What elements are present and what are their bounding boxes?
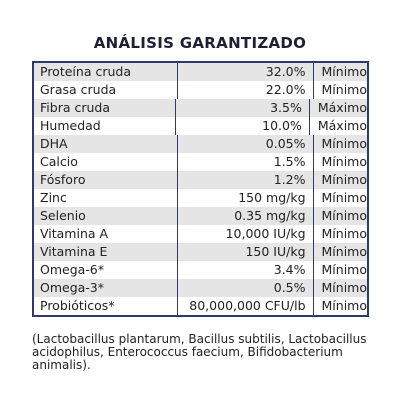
table-row: Probióticos* 80,000,000 CFU/lb Mínimo bbox=[34, 297, 367, 315]
nutrient-name: Omega-6* bbox=[40, 262, 105, 277]
nutrient-name: Fibra cruda bbox=[40, 100, 110, 115]
nutrient-value: 3.5% bbox=[175, 99, 310, 117]
footnote: (Lactobacillus plantarum, Bacillus subti… bbox=[32, 332, 367, 372]
table-row: Zinc 150 mg/kg Mínimo bbox=[34, 189, 367, 207]
nutrient-type: Mínimo bbox=[321, 244, 367, 259]
nutrient-value: 10.0% bbox=[175, 117, 310, 135]
nutrient-value: 0.05% bbox=[177, 135, 314, 153]
table-row: Selenio 0.35 mg/kg Mínimo bbox=[34, 207, 367, 225]
nutrient-value: 22.0% bbox=[177, 81, 314, 99]
nutrient-type: Mínimo bbox=[321, 208, 367, 223]
nutrient-type: Mínimo bbox=[321, 82, 367, 97]
table-row: Humedad 10.0% Máximo bbox=[34, 117, 367, 135]
table-row: DHA 0.05% Mínimo bbox=[34, 135, 367, 153]
nutrient-name: Grasa cruda bbox=[40, 82, 117, 97]
table-row: Vitamina E 150 IU/kg Mínimo bbox=[34, 243, 367, 261]
nutrient-value: 10,000 IU/kg bbox=[177, 225, 314, 243]
nutrient-value: 150 IU/kg bbox=[177, 243, 314, 261]
nutrient-value: 32.0% bbox=[177, 63, 314, 81]
nutrient-name: Selenio bbox=[40, 208, 86, 223]
nutrient-type: Mínimo bbox=[321, 172, 367, 187]
nutrient-type: Mínimo bbox=[321, 154, 367, 169]
table-row: Fibra cruda 3.5% Máximo bbox=[34, 99, 367, 117]
nutrient-value: 3.4% bbox=[177, 261, 314, 279]
nutrient-name: Calcio bbox=[40, 154, 78, 169]
nutrient-name: Proteína cruda bbox=[40, 64, 131, 79]
nutrient-name: Omega-3* bbox=[40, 280, 105, 295]
nutrient-name: DHA bbox=[40, 136, 68, 151]
nutrient-name: Vitamina E bbox=[40, 244, 108, 259]
nutrient-name: Humedad bbox=[40, 118, 101, 133]
nutrient-type: Mínimo bbox=[321, 280, 367, 295]
nutrient-type: Máximo bbox=[317, 100, 367, 115]
nutrient-type: Mínimo bbox=[321, 64, 367, 79]
table-row: Omega-3* 0.5% Mínimo bbox=[34, 279, 367, 297]
nutrient-type: Mínimo bbox=[321, 136, 367, 151]
nutrient-type: Mínimo bbox=[321, 262, 367, 277]
nutrient-type: Mínimo bbox=[321, 190, 367, 205]
nutrient-type: Mínimo bbox=[321, 298, 367, 313]
table-row: Proteína cruda 32.0% Mínimo bbox=[34, 63, 367, 81]
table-row: Grasa cruda 22.0% Mínimo bbox=[34, 81, 367, 99]
page-title: ANÁLISIS GARANTIZADO bbox=[93, 34, 307, 52]
analysis-table: Proteína cruda 32.0% Mínimo Grasa cruda … bbox=[32, 61, 369, 317]
table-row: Vitamina A 10,000 IU/kg Mínimo bbox=[34, 225, 367, 243]
nutrient-value: 0.5% bbox=[177, 279, 314, 297]
nutrient-type: Máximo bbox=[317, 118, 367, 133]
nutrient-value: 150 mg/kg bbox=[177, 189, 314, 207]
table-row: Fósforo 1.2% Mínimo bbox=[34, 171, 367, 189]
nutrient-name: Zinc bbox=[40, 190, 67, 205]
nutrient-value: 1.2% bbox=[177, 171, 314, 189]
table-row: Calcio 1.5% Mínimo bbox=[34, 153, 367, 171]
nutrient-type: Mínimo bbox=[321, 226, 367, 241]
nutrient-name: Fósforo bbox=[40, 172, 86, 187]
nutrient-value: 1.5% bbox=[177, 153, 314, 171]
nutrient-name: Probióticos* bbox=[40, 298, 115, 313]
nutrient-value: 0.35 mg/kg bbox=[177, 207, 314, 225]
table-row: Omega-6* 3.4% Mínimo bbox=[34, 261, 367, 279]
nutrient-value: 80,000,000 CFU/lb bbox=[177, 297, 314, 315]
nutrient-name: Vitamina A bbox=[40, 226, 109, 241]
